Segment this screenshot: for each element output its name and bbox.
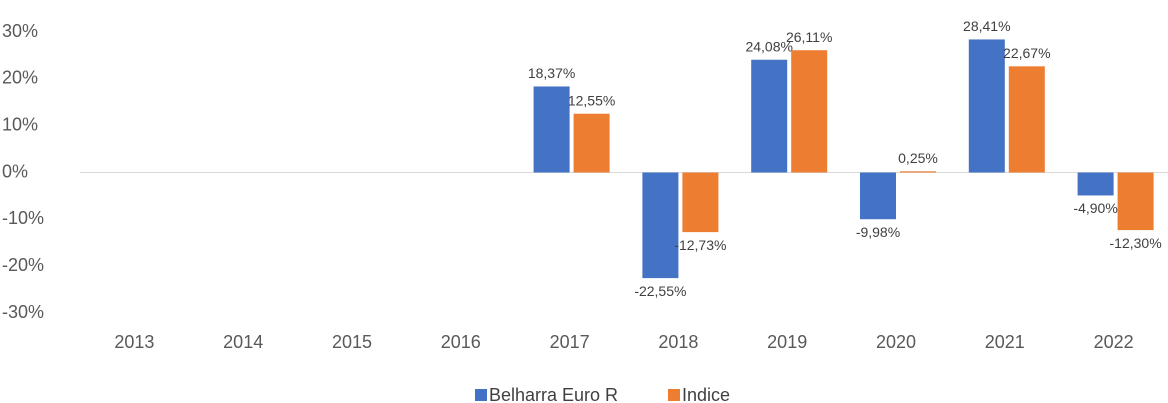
y-tick-label: 10% [2, 114, 38, 134]
value-label: 28,41% [963, 18, 1010, 34]
bar [791, 50, 828, 173]
x-tick-label: 2015 [332, 332, 372, 352]
legend-swatch [668, 389, 680, 401]
y-tick-label: 20% [2, 68, 38, 88]
x-tick-label: 2014 [223, 332, 263, 352]
value-label: 22,67% [1003, 45, 1050, 61]
bar [968, 39, 1005, 173]
value-label: -22,55% [634, 283, 686, 299]
x-tick-label: 2021 [985, 332, 1025, 352]
bar [751, 59, 788, 173]
bar [860, 172, 896, 220]
x-tick-label: 2016 [441, 332, 481, 352]
bar [1008, 66, 1045, 173]
value-label: -12,30% [1110, 235, 1162, 251]
bar [533, 86, 570, 173]
bar [573, 113, 610, 173]
x-tick-label: 2019 [767, 332, 807, 352]
legend-label: Indice [682, 385, 730, 403]
y-tick-label: 0% [2, 161, 28, 181]
value-label: 24,08% [745, 38, 792, 54]
value-label: -12,73% [674, 237, 726, 253]
x-tick-label: 2020 [876, 332, 916, 352]
x-tick-label: 2022 [1094, 332, 1134, 352]
bar [642, 172, 679, 279]
y-tick-label: -30% [2, 302, 44, 322]
x-tick-label: 2013 [114, 332, 154, 352]
value-label: 18,37% [528, 65, 575, 81]
bar [900, 171, 936, 173]
bar [1117, 172, 1154, 231]
y-tick-label: -10% [2, 208, 44, 228]
x-tick-label: 2017 [550, 332, 590, 352]
bar [1077, 172, 1114, 196]
y-tick-label: -20% [2, 255, 44, 275]
bar [682, 172, 719, 233]
legend-swatch [475, 389, 487, 401]
y-tick-label: 30% [2, 21, 38, 41]
value-label: -4,90% [1073, 200, 1117, 216]
x-tick-label: 2018 [658, 332, 698, 352]
value-label: 0,25% [898, 150, 938, 166]
legend-label: Belharra Euro R [489, 385, 618, 403]
value-label: 26,11% [786, 29, 832, 45]
value-label: -9,98% [856, 224, 900, 240]
value-label: 12,55% [568, 92, 615, 108]
